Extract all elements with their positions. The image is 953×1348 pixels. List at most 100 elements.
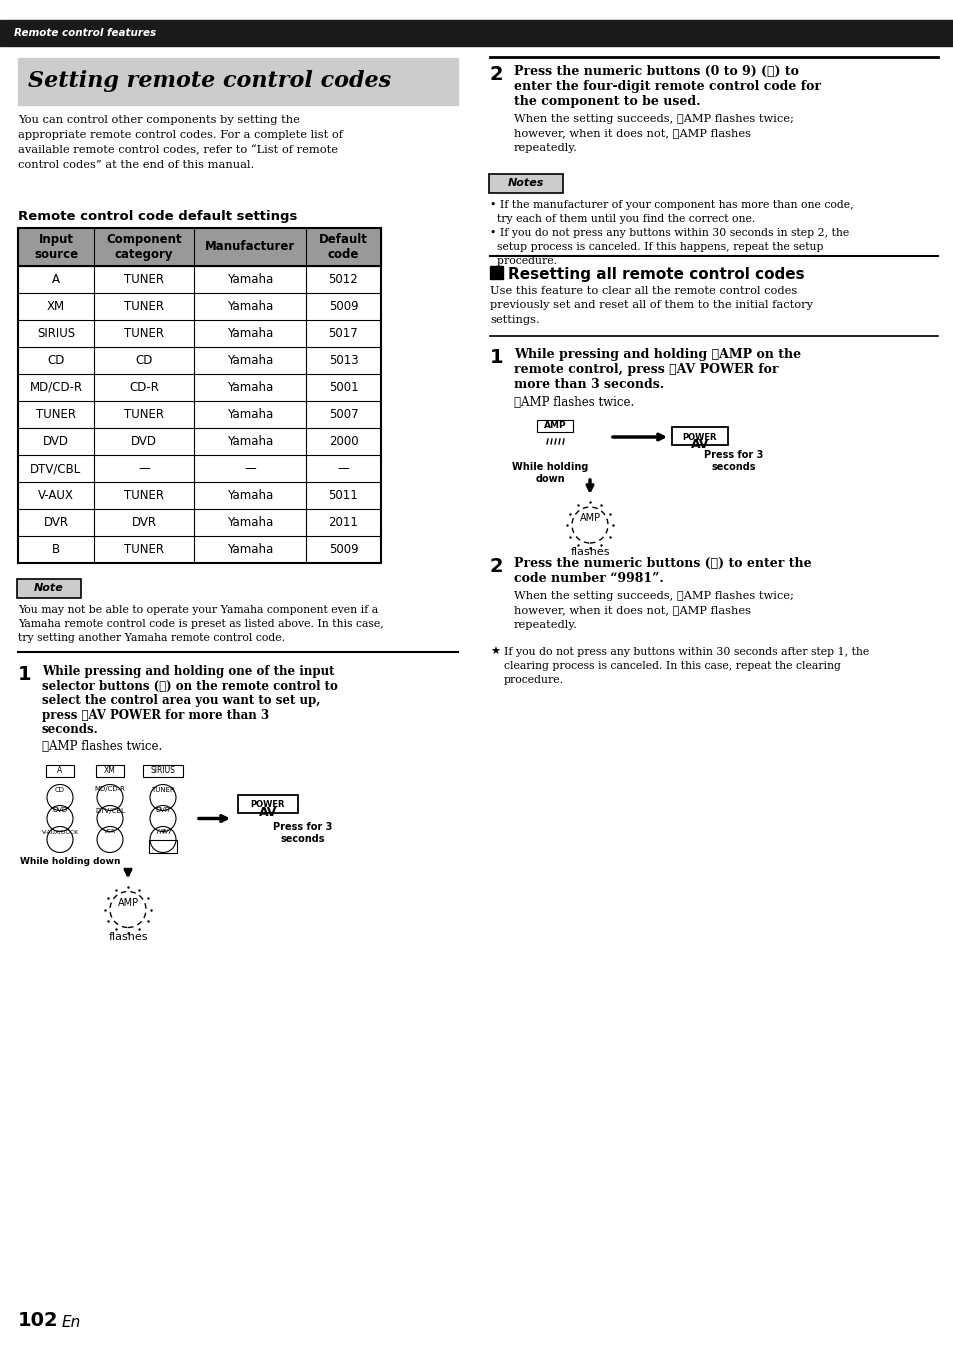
Bar <box>237 794 297 813</box>
Text: CD-R: CD-R <box>129 381 159 394</box>
Text: CD: CD <box>55 786 65 793</box>
Text: seconds.: seconds. <box>42 723 99 736</box>
Text: 5017: 5017 <box>328 328 358 340</box>
Text: 102: 102 <box>18 1312 58 1330</box>
Bar <box>0 20 953 46</box>
Text: XM: XM <box>104 766 116 775</box>
Text: 2011: 2011 <box>328 516 358 528</box>
Text: Yamaha: Yamaha <box>227 408 273 421</box>
Text: POWER: POWER <box>682 433 717 442</box>
Bar <box>18 228 380 266</box>
Text: Default
code: Default code <box>318 233 368 262</box>
Text: Yamaha: Yamaha <box>227 489 273 501</box>
Bar <box>149 840 177 852</box>
Bar <box>143 764 183 776</box>
Text: • If the manufacturer of your component has more than one code,
  try each of th: • If the manufacturer of your component … <box>490 200 853 266</box>
Text: 2: 2 <box>490 65 503 84</box>
Text: TUNER: TUNER <box>124 543 164 555</box>
Text: TUNER: TUNER <box>124 274 164 286</box>
Text: press ②AV POWER for more than 3: press ②AV POWER for more than 3 <box>42 709 269 721</box>
Text: AV: AV <box>690 438 708 452</box>
Text: Press for 3
seconds: Press for 3 seconds <box>703 450 763 472</box>
FancyBboxPatch shape <box>489 174 562 193</box>
Text: AMP: AMP <box>543 422 566 430</box>
Text: ⑥AMP flashes twice.: ⑥AMP flashes twice. <box>514 396 634 408</box>
Text: SIRIUS: SIRIUS <box>37 328 75 340</box>
Text: select the control area you want to set up,: select the control area you want to set … <box>42 694 320 706</box>
Text: —: — <box>138 462 150 474</box>
Text: You may not be able to operate your Yamaha component even if a
Yamaha remote con: You may not be able to operate your Yama… <box>18 605 383 643</box>
Text: more than 3 seconds.: more than 3 seconds. <box>514 377 663 391</box>
Text: remote control, press ②AV POWER for: remote control, press ②AV POWER for <box>514 363 778 376</box>
Text: Press for 3
seconds: Press for 3 seconds <box>273 821 333 844</box>
Text: 5001: 5001 <box>329 381 358 394</box>
Text: 1: 1 <box>490 348 503 367</box>
Text: enter the four-digit remote control code for: enter the four-digit remote control code… <box>514 80 821 93</box>
Text: Component
category: Component category <box>106 233 182 262</box>
Text: MD/CD-R: MD/CD-R <box>94 786 125 793</box>
Bar <box>18 228 380 563</box>
Text: 2000: 2000 <box>329 435 358 448</box>
Text: ⑥AMP flashes twice.: ⑥AMP flashes twice. <box>42 740 162 754</box>
Bar <box>490 266 502 279</box>
Text: Notes: Notes <box>507 178 543 187</box>
Text: If you do not press any buttons within 30 seconds after step 1, the
clearing pro: If you do not press any buttons within 3… <box>503 647 868 685</box>
Text: TUNER: TUNER <box>124 301 164 313</box>
Text: DTV/CBL: DTV/CBL <box>95 807 125 813</box>
Text: Resetting all remote control codes: Resetting all remote control codes <box>507 267 803 282</box>
Text: AV: AV <box>258 806 277 820</box>
Text: Yamaha: Yamaha <box>227 435 273 448</box>
Text: Setting remote control codes: Setting remote control codes <box>28 70 391 92</box>
Text: CD: CD <box>135 355 152 367</box>
Text: flashes: flashes <box>570 547 609 557</box>
Text: TUNER: TUNER <box>124 408 164 421</box>
Text: 5009: 5009 <box>329 543 358 555</box>
Text: AMP: AMP <box>117 898 138 907</box>
Text: Yamaha: Yamaha <box>227 543 273 555</box>
Text: While pressing and holding one of the input: While pressing and holding one of the in… <box>42 665 335 678</box>
Text: You can control other components by setting the
appropriate remote control codes: You can control other components by sett… <box>18 115 343 170</box>
Text: flashes: flashes <box>108 931 148 941</box>
Text: DTV/CBL: DTV/CBL <box>30 462 82 474</box>
Text: TUNER: TUNER <box>124 489 164 501</box>
Text: DVD: DVD <box>131 435 157 448</box>
Text: CD: CD <box>48 355 65 367</box>
Text: 5011: 5011 <box>328 489 358 501</box>
Text: While holding
down: While holding down <box>511 462 588 484</box>
Text: Use this feature to clear all the remote control codes
previously set and reset : Use this feature to clear all the remote… <box>490 286 812 325</box>
Bar <box>46 764 74 776</box>
Text: the component to be used.: the component to be used. <box>514 94 700 108</box>
Text: TUNER: TUNER <box>151 786 174 793</box>
Text: Note: Note <box>34 582 64 593</box>
Text: B: B <box>161 829 165 834</box>
Text: code number “9981”.: code number “9981”. <box>514 572 663 585</box>
Text: B: B <box>51 543 60 555</box>
Text: POWER: POWER <box>251 799 285 809</box>
Text: Manufacturer: Manufacturer <box>205 240 294 253</box>
Bar <box>18 58 457 105</box>
Text: AMP: AMP <box>578 514 600 523</box>
Text: VCR: VCR <box>104 829 116 834</box>
Text: 5009: 5009 <box>329 301 358 313</box>
Text: selector buttons (⑤) on the remote control to: selector buttons (⑤) on the remote contr… <box>42 679 337 693</box>
Text: —: — <box>244 462 255 474</box>
Text: V-AUX: V-AUX <box>38 489 74 501</box>
Text: Press the numeric buttons (0 to 9) (⑧) to: Press the numeric buttons (0 to 9) (⑧) t… <box>514 65 798 78</box>
Text: DVR: DVR <box>44 516 69 528</box>
Text: En: En <box>62 1316 81 1330</box>
Text: When the setting succeeds, ⑥AMP flashes twice;
however, when it does not, ⑥AMP f: When the setting succeeds, ⑥AMP flashes … <box>514 115 793 152</box>
Text: While pressing and holding ⑥AMP on the: While pressing and holding ⑥AMP on the <box>514 348 801 361</box>
Bar <box>671 427 727 445</box>
Text: DVR: DVR <box>155 807 171 813</box>
Text: A: A <box>52 274 60 286</box>
Bar <box>537 421 573 431</box>
Text: ★: ★ <box>490 647 499 656</box>
Text: When the setting succeeds, ⑥AMP flashes twice;
however, when it does not, ⑥AMP f: When the setting succeeds, ⑥AMP flashes … <box>514 590 793 630</box>
Text: Input
source: Input source <box>34 233 78 262</box>
Text: Yamaha: Yamaha <box>227 274 273 286</box>
Text: DVD: DVD <box>43 435 69 448</box>
Text: DVD: DVD <box>52 807 68 813</box>
Text: Remote control features: Remote control features <box>14 28 156 38</box>
Text: DVR: DVR <box>132 516 156 528</box>
Text: Yamaha: Yamaha <box>227 355 273 367</box>
